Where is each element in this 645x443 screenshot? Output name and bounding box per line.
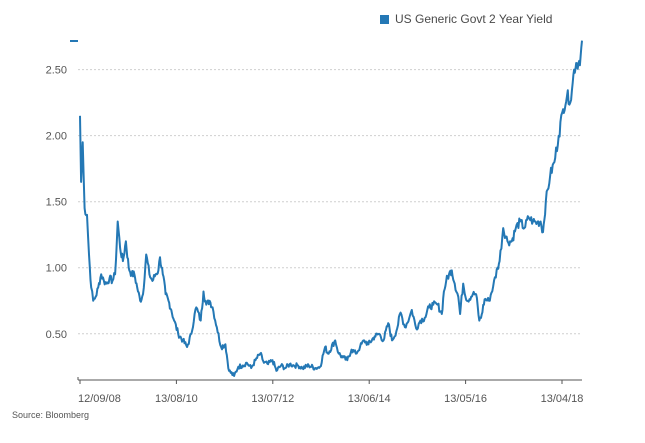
x-tick-label: 13/04/18	[541, 393, 584, 405]
x-tick-label: 13/08/10	[155, 393, 198, 405]
x-tick-label: 13/07/12	[251, 393, 294, 405]
x-tick-label: 13/06/14	[348, 393, 391, 405]
y-tick-label: 2.50	[46, 65, 67, 77]
y-tick-label: 1.00	[46, 263, 67, 275]
y-tick-label: 2.00	[46, 131, 67, 143]
legend-swatch	[380, 14, 389, 24]
x-tick-label: 12/09/08	[78, 393, 121, 405]
series-line-us-2y-yield	[79, 40, 583, 377]
source-note: Source: Bloomberg	[12, 410, 90, 420]
y-tick-label: 1.50	[46, 197, 67, 209]
y-tick-label: 0.50	[46, 329, 67, 341]
x-tick-label: 13/05/16	[444, 393, 487, 405]
chart-legend: US Generic Govt 2 Year Yield	[380, 12, 552, 26]
legend-label: US Generic Govt 2 Year Yield	[395, 12, 553, 26]
